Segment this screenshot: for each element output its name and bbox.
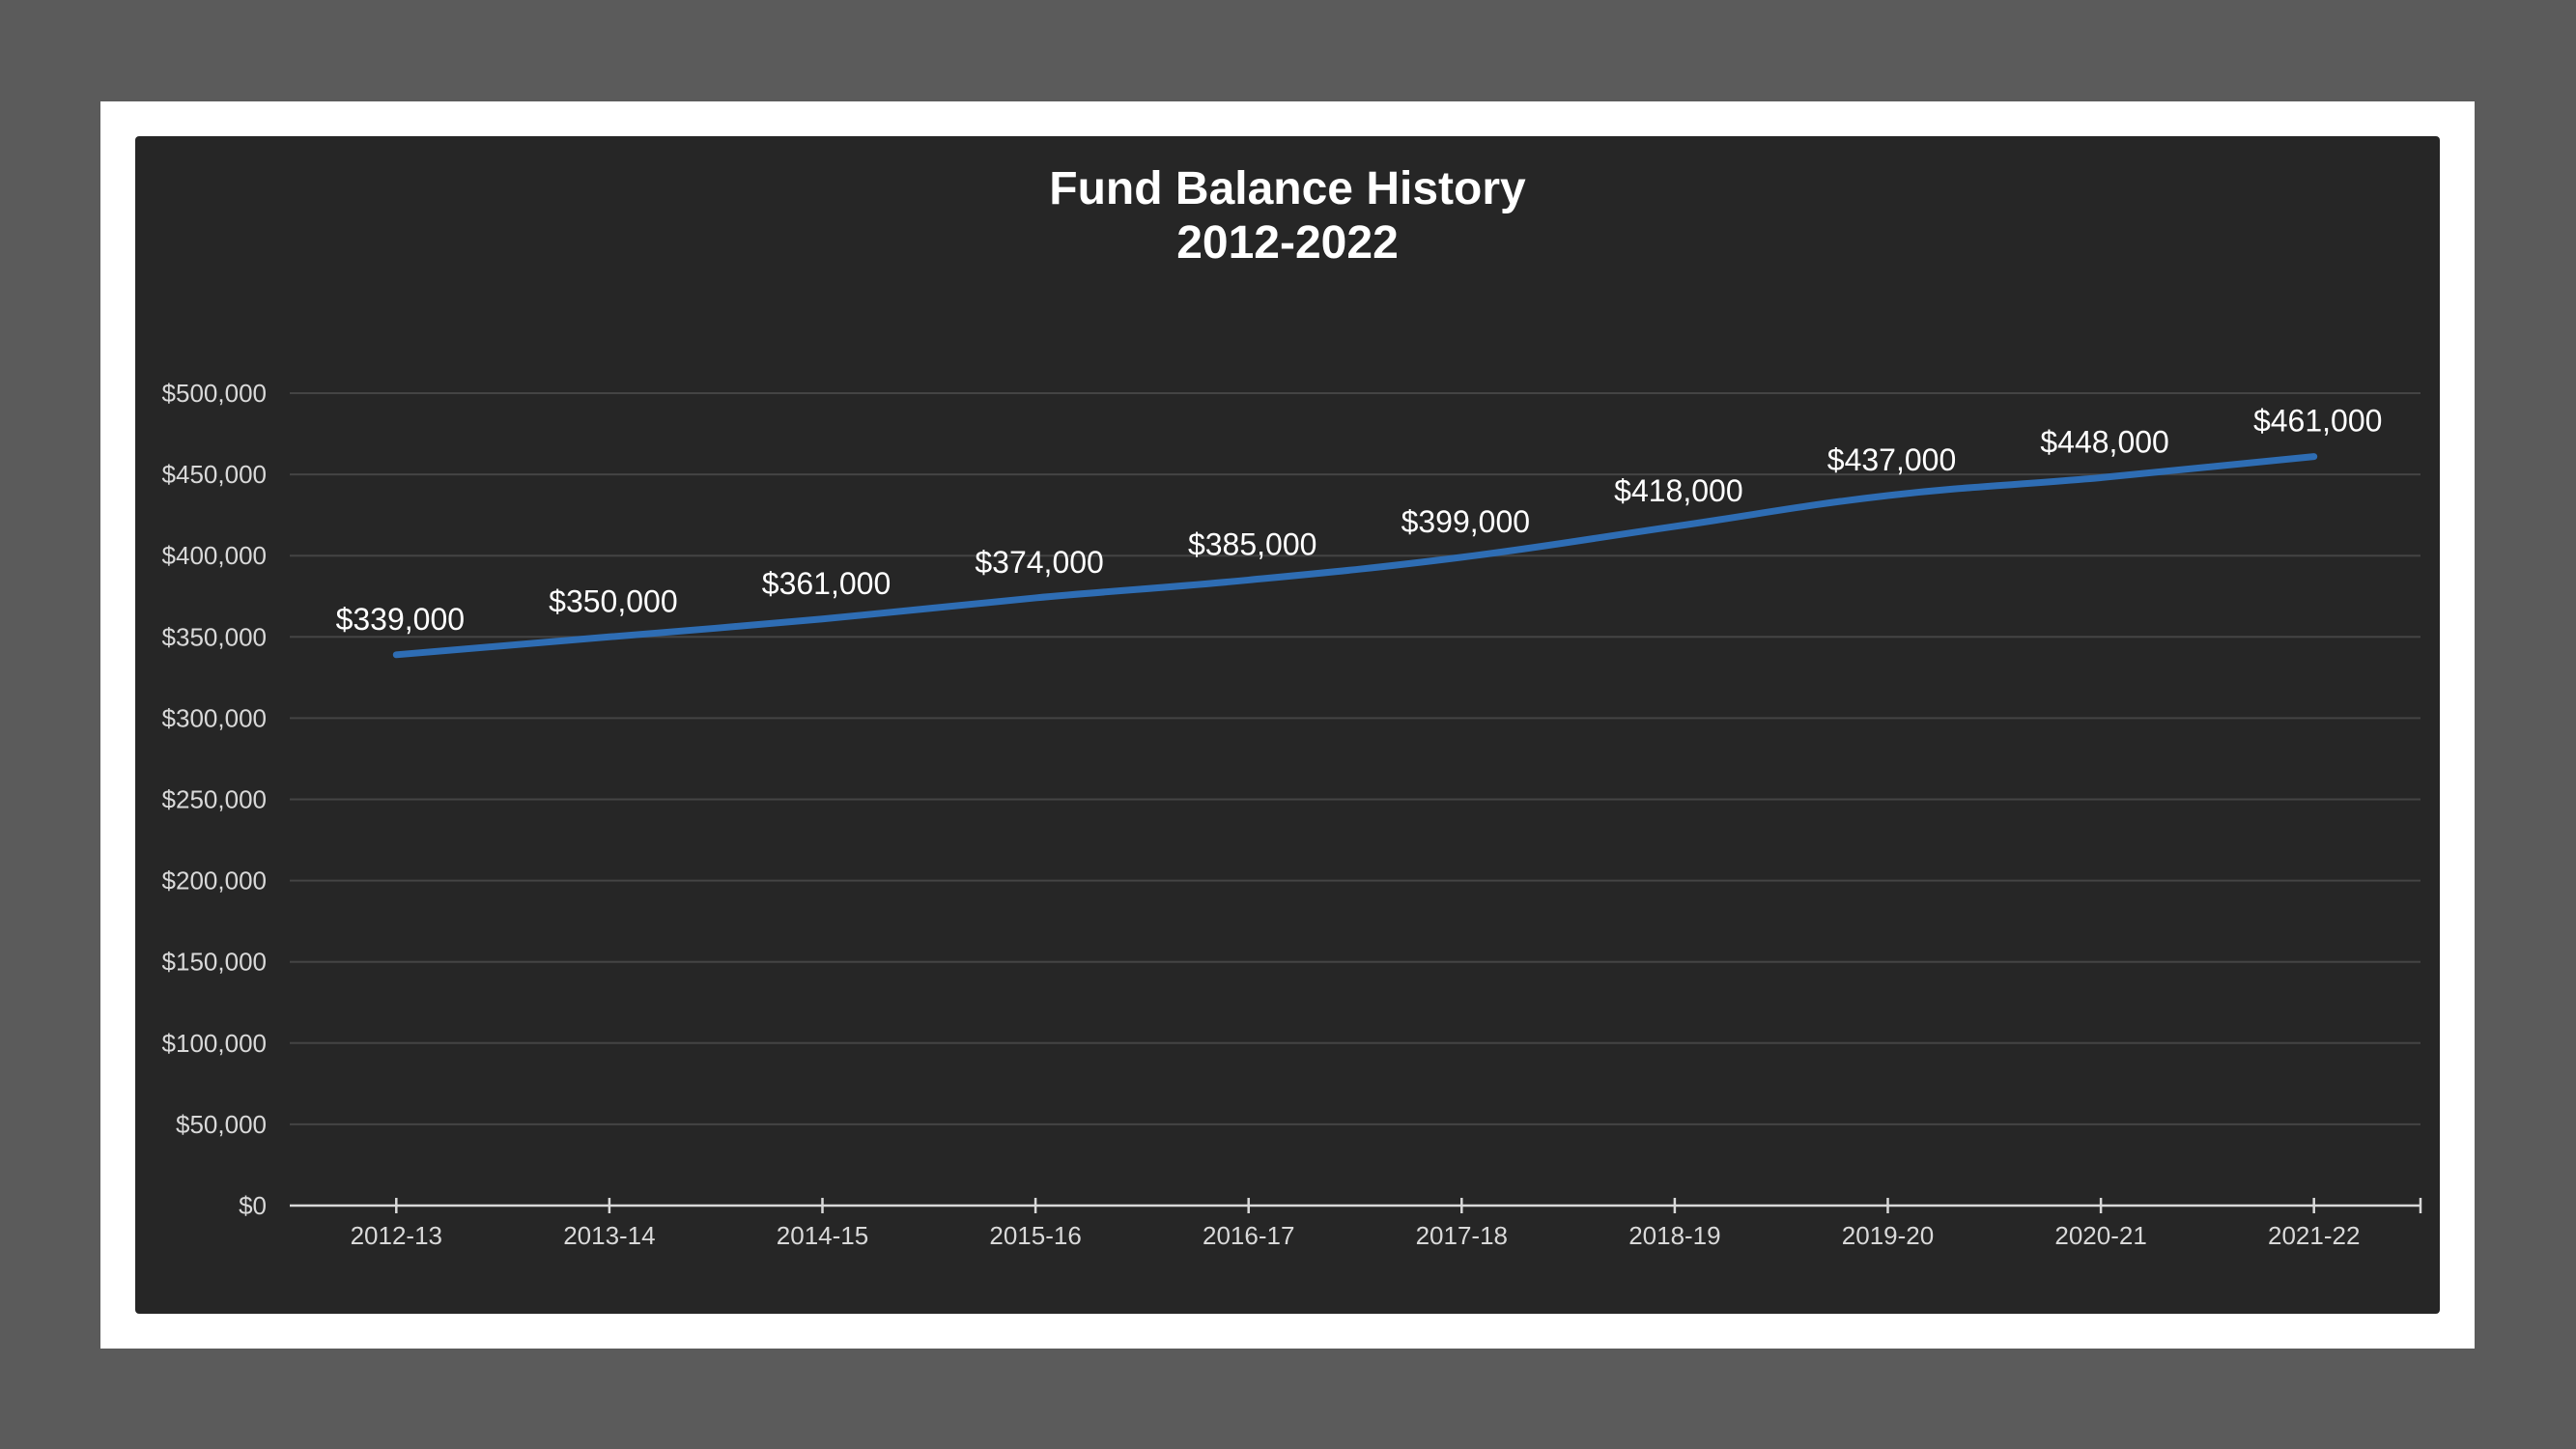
data-point	[1246, 578, 1251, 582]
data-label: $437,000	[1827, 442, 1956, 477]
data-point	[2311, 454, 2316, 459]
x-tick-label: 2021-22	[2268, 1221, 2360, 1250]
y-tick-label: $350,000	[162, 622, 267, 651]
data-label: $339,000	[336, 602, 465, 637]
x-tick-label: 2012-13	[351, 1221, 442, 1250]
data-point	[1033, 595, 1038, 600]
y-tick-label: $250,000	[162, 785, 267, 814]
x-tick-label: 2015-16	[989, 1221, 1081, 1250]
data-point	[820, 616, 825, 621]
y-tick-label: $450,000	[162, 460, 267, 489]
y-tick-label: $100,000	[162, 1029, 267, 1058]
x-tick-label: 2020-21	[2054, 1221, 2146, 1250]
gridlines	[290, 392, 2420, 1125]
x-tick-label: 2013-14	[563, 1221, 655, 1250]
data-point	[1885, 493, 1890, 497]
y-tick-label: $150,000	[162, 948, 267, 977]
axes: $0 $50,000 $100,000 $150,000 $200,000 $250,00…	[162, 379, 2422, 1250]
data-labels: $339,000 $350,000 $361,000 $374,000 $385,000…	[336, 404, 2383, 637]
data-label: $385,000	[1188, 526, 1316, 561]
data-label: $361,000	[762, 566, 891, 601]
x-tick-label: 2019-20	[1842, 1221, 1934, 1250]
x-tick-label: 2016-17	[1203, 1221, 1294, 1250]
data-point	[1459, 554, 1464, 559]
x-tick-label: 2017-18	[1416, 1221, 1508, 1250]
data-label: $350,000	[549, 583, 677, 618]
data-label: $399,000	[1401, 504, 1530, 539]
x-tick-label: 2018-19	[1628, 1221, 1720, 1250]
data-label: $448,000	[2040, 424, 2168, 459]
data-label: $418,000	[1614, 473, 1742, 508]
y-tick-label: $50,000	[176, 1110, 267, 1139]
chart-title-line-2: 2012-2022	[1176, 217, 1399, 269]
y-tick-label: $0	[239, 1191, 267, 1220]
chart-title-line-1: Fund Balance History	[1049, 163, 1526, 214]
y-tick-label: $500,000	[162, 379, 267, 408]
series-line	[392, 453, 2318, 659]
x-tick-label: 2014-15	[777, 1221, 868, 1250]
data-point	[2099, 475, 2104, 480]
series-layer	[392, 453, 2318, 659]
chart-frame: Fund Balance History 2012-2022 $0 $50,000…	[100, 101, 2475, 1349]
chart-panel: Fund Balance History 2012-2022 $0 $50,000…	[135, 136, 2440, 1314]
data-point	[394, 652, 399, 657]
data-point	[607, 635, 611, 639]
data-point	[1672, 524, 1677, 528]
line-chart: Fund Balance History 2012-2022 $0 $50,000…	[162, 163, 2422, 1250]
y-tick-label: $200,000	[162, 867, 267, 895]
data-label: $374,000	[975, 545, 1103, 580]
data-label: $461,000	[2253, 404, 2382, 439]
y-tick-label: $300,000	[162, 703, 267, 732]
y-tick-label: $400,000	[162, 541, 267, 570]
